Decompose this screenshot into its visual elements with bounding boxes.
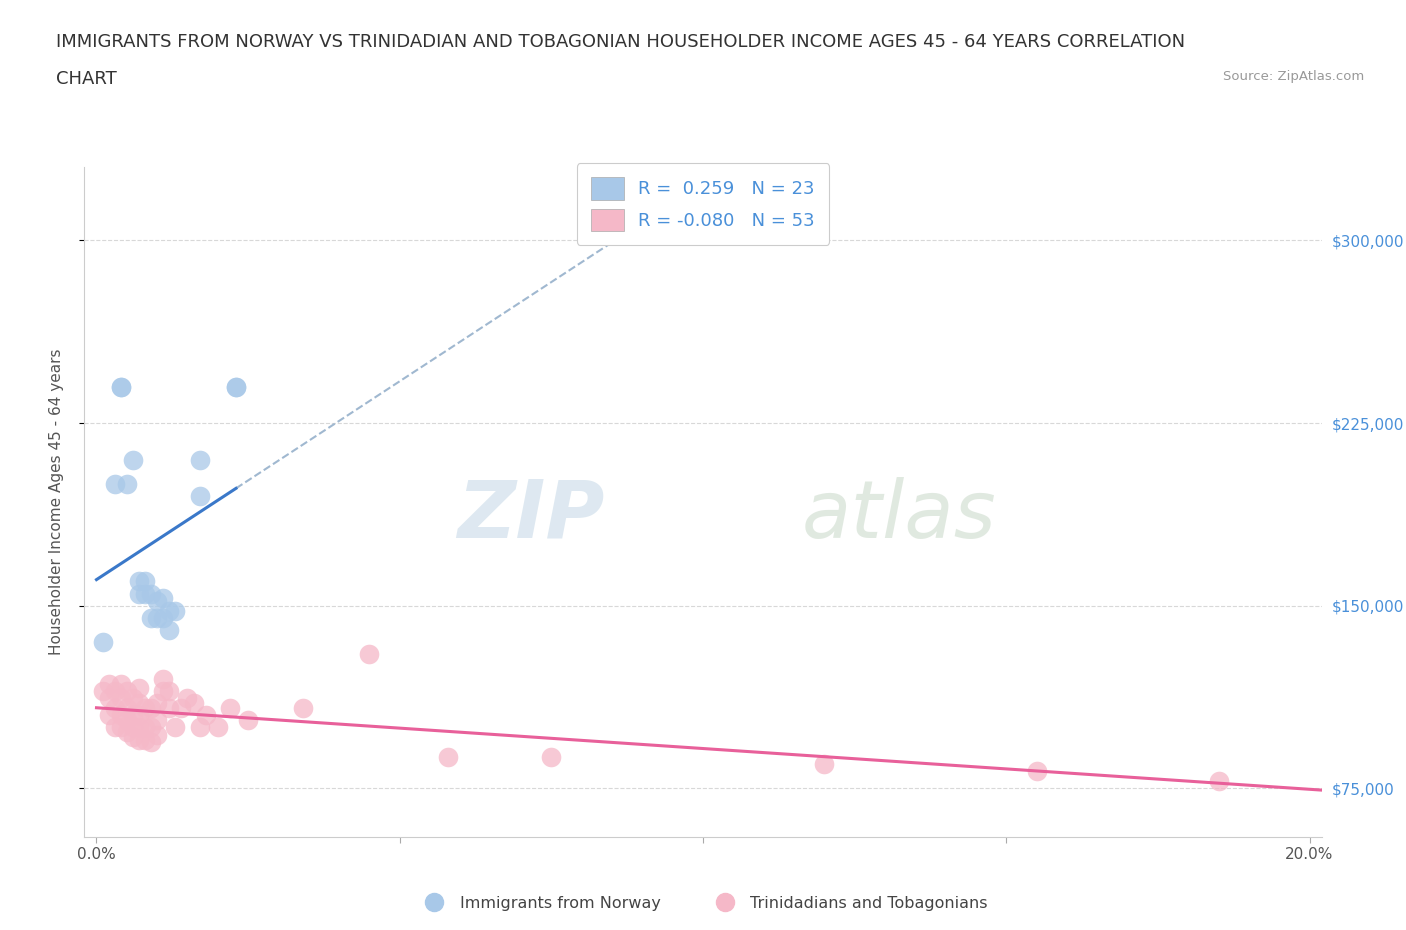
Point <box>1208 774 1230 789</box>
Point <box>225 379 247 394</box>
Point <box>813 756 835 771</box>
Point <box>157 604 180 618</box>
Point <box>146 610 169 625</box>
Point <box>122 720 145 735</box>
Point <box>152 591 174 605</box>
Point <box>152 684 174 698</box>
Legend: Immigrants from Norway, Trinidadians and Tobagonians: Immigrants from Norway, Trinidadians and… <box>412 890 994 917</box>
Point <box>146 712 169 727</box>
Point <box>188 452 211 467</box>
Point <box>207 720 229 735</box>
Point <box>104 476 127 491</box>
Point <box>194 708 217 723</box>
Point <box>97 676 120 691</box>
Point <box>115 684 138 698</box>
Point <box>110 720 132 735</box>
Point <box>104 700 127 715</box>
Point <box>104 720 127 735</box>
Point <box>359 647 381 662</box>
Point <box>128 696 150 711</box>
Point <box>128 574 150 589</box>
Point <box>115 476 138 491</box>
Point <box>139 720 162 735</box>
Y-axis label: Householder Income Ages 45 - 64 years: Householder Income Ages 45 - 64 years <box>49 349 63 656</box>
Legend: R =  0.259   N = 23, R = -0.080   N = 53: R = 0.259 N = 23, R = -0.080 N = 53 <box>576 163 830 245</box>
Point <box>122 452 145 467</box>
Point <box>115 724 138 739</box>
Text: Source: ZipAtlas.com: Source: ZipAtlas.com <box>1223 70 1364 83</box>
Point <box>104 684 127 698</box>
Point <box>157 684 180 698</box>
Point <box>97 708 120 723</box>
Point <box>128 681 150 696</box>
Point <box>139 735 162 750</box>
Point <box>152 671 174 686</box>
Point <box>146 696 169 711</box>
Point <box>165 720 187 735</box>
Text: atlas: atlas <box>801 476 997 554</box>
Point <box>236 712 259 727</box>
Point <box>134 586 156 601</box>
Point <box>183 696 205 711</box>
Point <box>128 708 150 723</box>
Point <box>219 700 242 715</box>
Point <box>188 488 211 503</box>
Point <box>122 708 145 723</box>
Point <box>134 700 156 715</box>
Point <box>110 691 132 706</box>
Point <box>139 586 162 601</box>
Point <box>291 700 314 715</box>
Text: IMMIGRANTS FROM NORWAY VS TRINIDADIAN AND TOBAGONIAN HOUSEHOLDER INCOME AGES 45 : IMMIGRANTS FROM NORWAY VS TRINIDADIAN AN… <box>56 33 1185 50</box>
Point <box>115 700 138 715</box>
Point <box>110 676 132 691</box>
Text: ZIP: ZIP <box>457 476 605 554</box>
Point <box>134 720 156 735</box>
Point <box>110 708 132 723</box>
Point <box>115 712 138 727</box>
Point <box>97 691 120 706</box>
Point <box>122 691 145 706</box>
Point <box>128 586 150 601</box>
Point <box>157 622 180 637</box>
Text: CHART: CHART <box>56 70 117 87</box>
Point <box>91 684 114 698</box>
Point <box>225 379 247 394</box>
Point <box>110 379 132 394</box>
Point <box>146 593 169 608</box>
Point <box>134 574 156 589</box>
Point <box>176 691 198 706</box>
Point <box>152 610 174 625</box>
Point <box>122 730 145 745</box>
Point <box>188 720 211 735</box>
Point <box>128 720 150 735</box>
Point <box>139 610 162 625</box>
Point <box>170 700 193 715</box>
Point <box>1025 764 1047 778</box>
Point <box>165 604 187 618</box>
Point <box>437 750 460 764</box>
Point <box>146 727 169 742</box>
Point <box>110 379 132 394</box>
Point <box>157 700 180 715</box>
Point <box>91 635 114 650</box>
Point <box>139 700 162 715</box>
Point <box>128 732 150 747</box>
Point <box>540 750 562 764</box>
Point <box>134 732 156 747</box>
